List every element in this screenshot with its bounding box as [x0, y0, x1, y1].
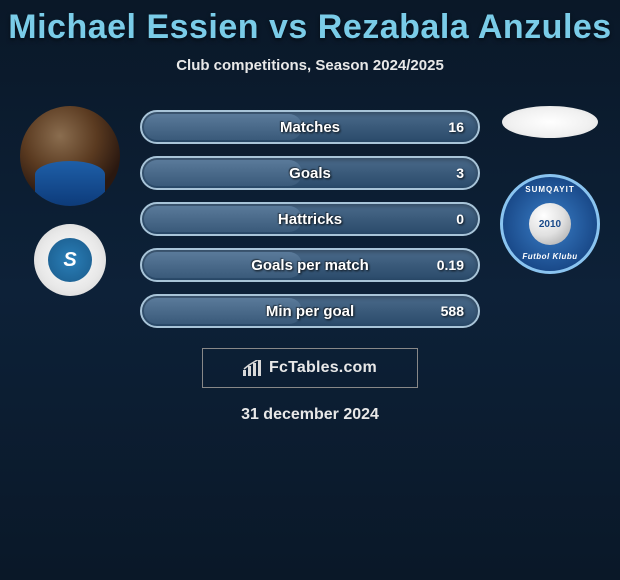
- chart-icon: [243, 360, 263, 376]
- right-club-year: 2010: [529, 203, 571, 245]
- stat-bar: Goals per match 0.19: [140, 248, 480, 282]
- left-player-column: S: [5, 102, 135, 296]
- stat-value-right: 588: [441, 303, 464, 319]
- branding-box: FcTables.com: [202, 348, 418, 388]
- stat-bar: Matches 16: [140, 110, 480, 144]
- subtitle: Club competitions, Season 2024/2025: [176, 57, 444, 74]
- left-player-avatar: [20, 106, 120, 206]
- stat-bar-fill: [144, 160, 302, 186]
- stat-bar: Min per goal 588: [140, 294, 480, 328]
- left-club-crest: S: [34, 224, 106, 296]
- stat-bar-fill: [144, 114, 302, 140]
- stat-label: Goals: [289, 165, 331, 182]
- date-label: 31 december 2024: [241, 406, 379, 424]
- stat-value-right: 0: [456, 211, 464, 227]
- stat-label: Matches: [280, 119, 340, 136]
- left-club-initial: S: [63, 249, 76, 272]
- stat-value-right: 0.19: [437, 257, 464, 273]
- stat-label: Min per goal: [266, 303, 354, 320]
- right-club-name: SUMQAYIT: [525, 185, 575, 194]
- right-club-crest: SUMQAYIT 2010 Futbol Klubu: [500, 174, 600, 274]
- page-title: Michael Essien vs Rezabala Anzules: [8, 8, 611, 47]
- stat-value-right: 3: [456, 165, 464, 181]
- stat-bar: Goals 3: [140, 156, 480, 190]
- comparison-row: S Matches 16 Goals 3 Hattricks 0 Goals per mat…: [0, 102, 620, 328]
- stat-label: Goals per match: [251, 257, 369, 274]
- stats-column: Matches 16 Goals 3 Hattricks 0 Goals per match…: [135, 102, 485, 328]
- right-player-avatar: [502, 106, 598, 138]
- stat-label: Hattricks: [278, 211, 342, 228]
- branding-text: FcTables.com: [269, 359, 377, 377]
- stat-bar: Hattricks 0: [140, 202, 480, 236]
- right-player-column: SUMQAYIT 2010 Futbol Klubu: [485, 102, 615, 274]
- right-club-sub: Futbol Klubu: [522, 252, 577, 261]
- stat-value-right: 16: [448, 119, 464, 135]
